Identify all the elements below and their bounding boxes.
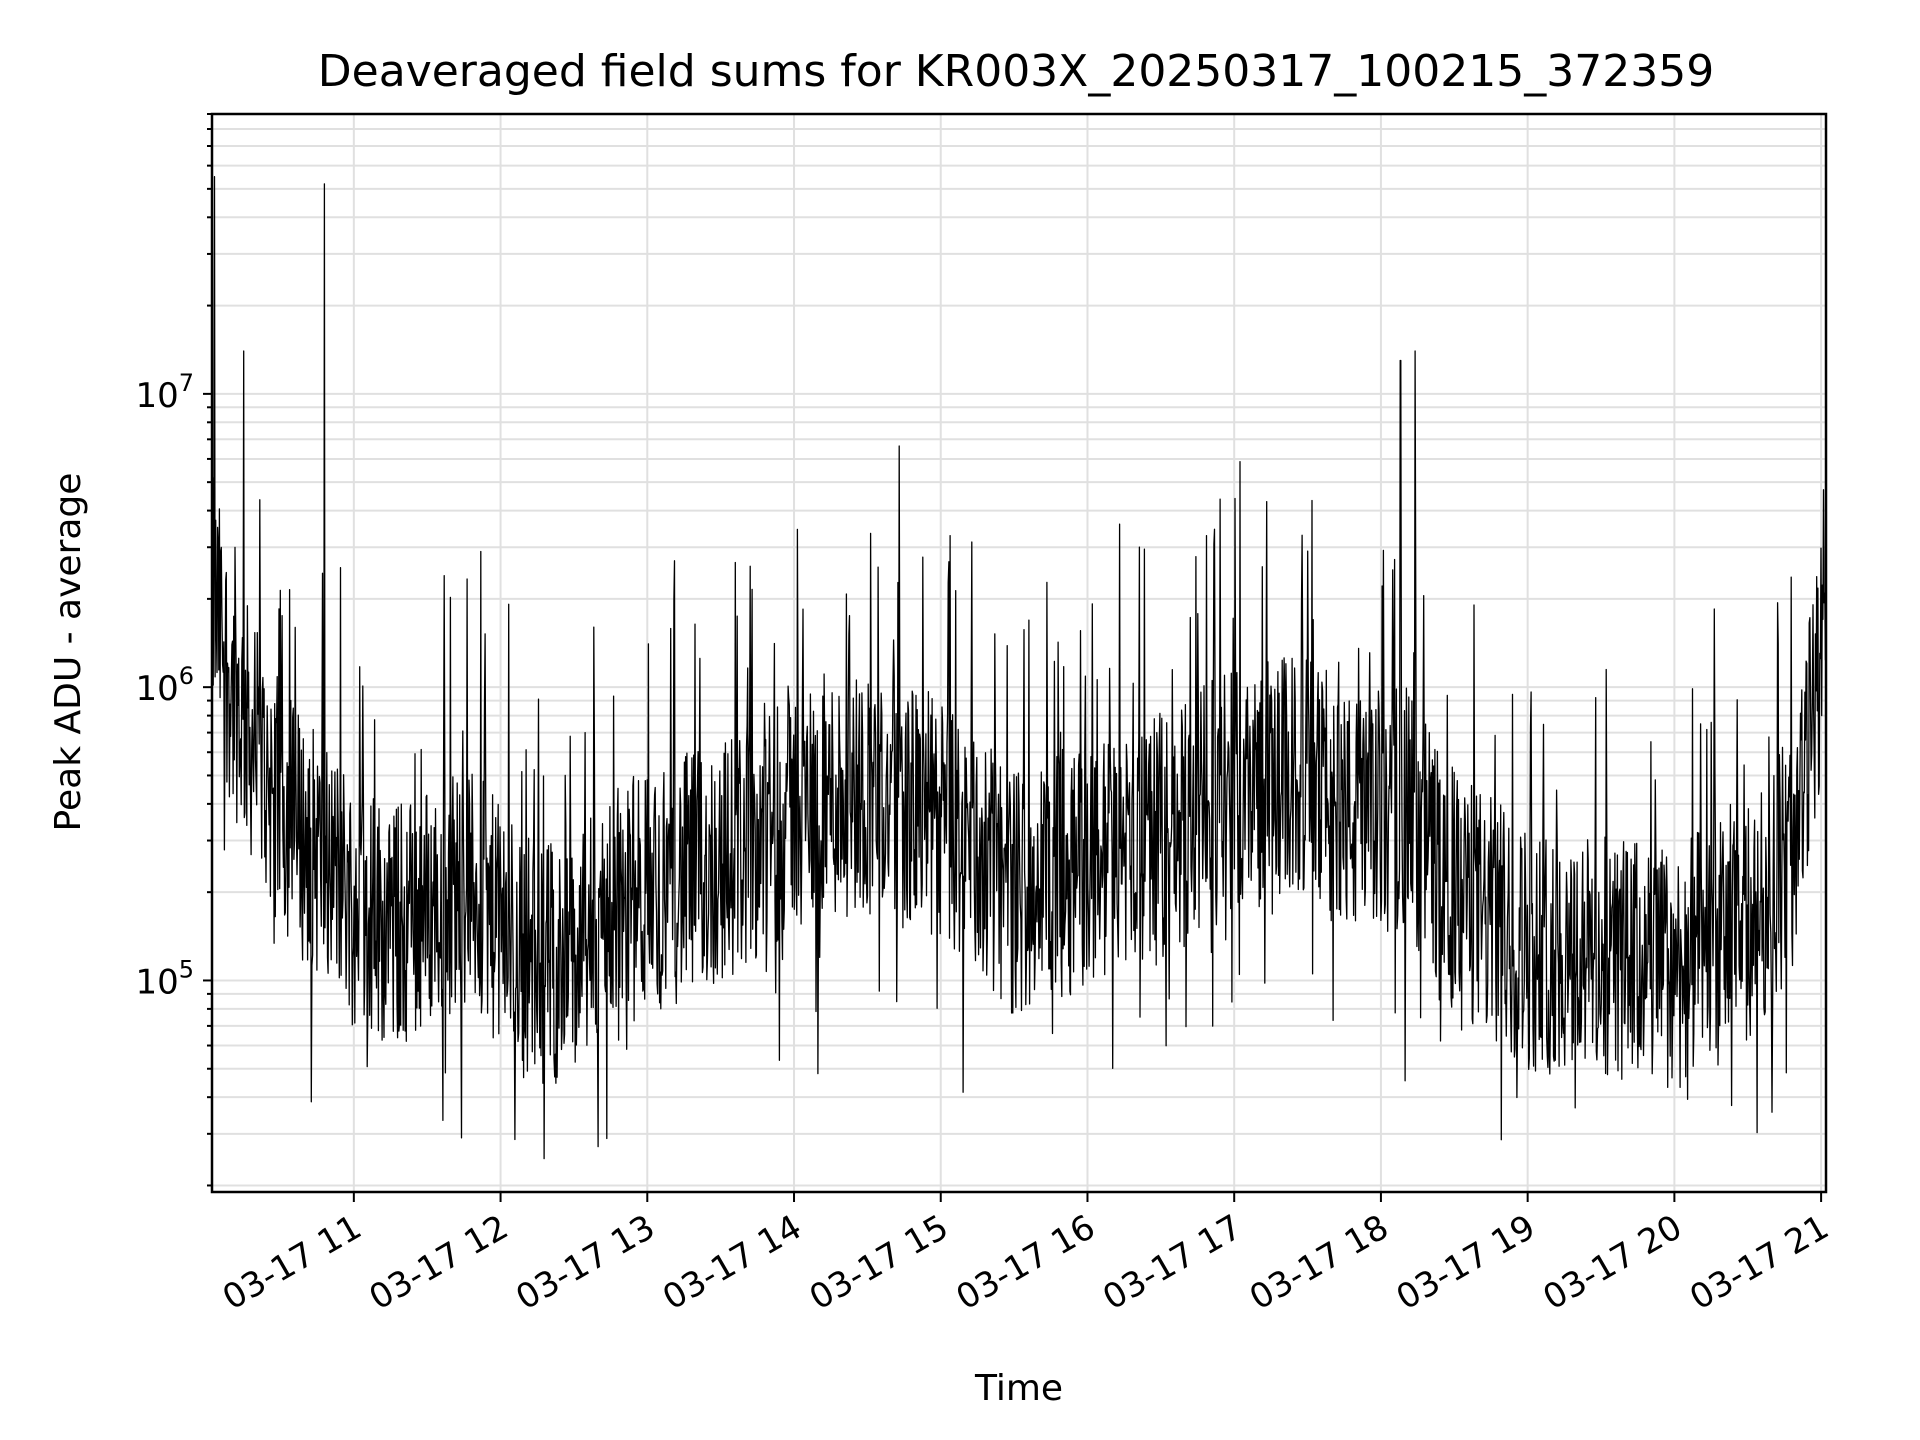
y-axis: 105 106 107 bbox=[135, 113, 212, 1187]
series-line bbox=[211, 176, 1827, 1160]
y-axis-label: Peak ADU - average bbox=[48, 473, 89, 832]
chart-title: Deaveraged field sums for KR003X_2025031… bbox=[318, 46, 1714, 97]
series-group bbox=[211, 176, 1827, 1160]
y-tick-label: 105 bbox=[135, 955, 194, 1002]
y-tick-label: 106 bbox=[135, 662, 194, 709]
x-axis-label: Time bbox=[974, 1368, 1063, 1409]
y-tick-label: 107 bbox=[135, 369, 194, 416]
plot-frame bbox=[210, 112, 1828, 1194]
